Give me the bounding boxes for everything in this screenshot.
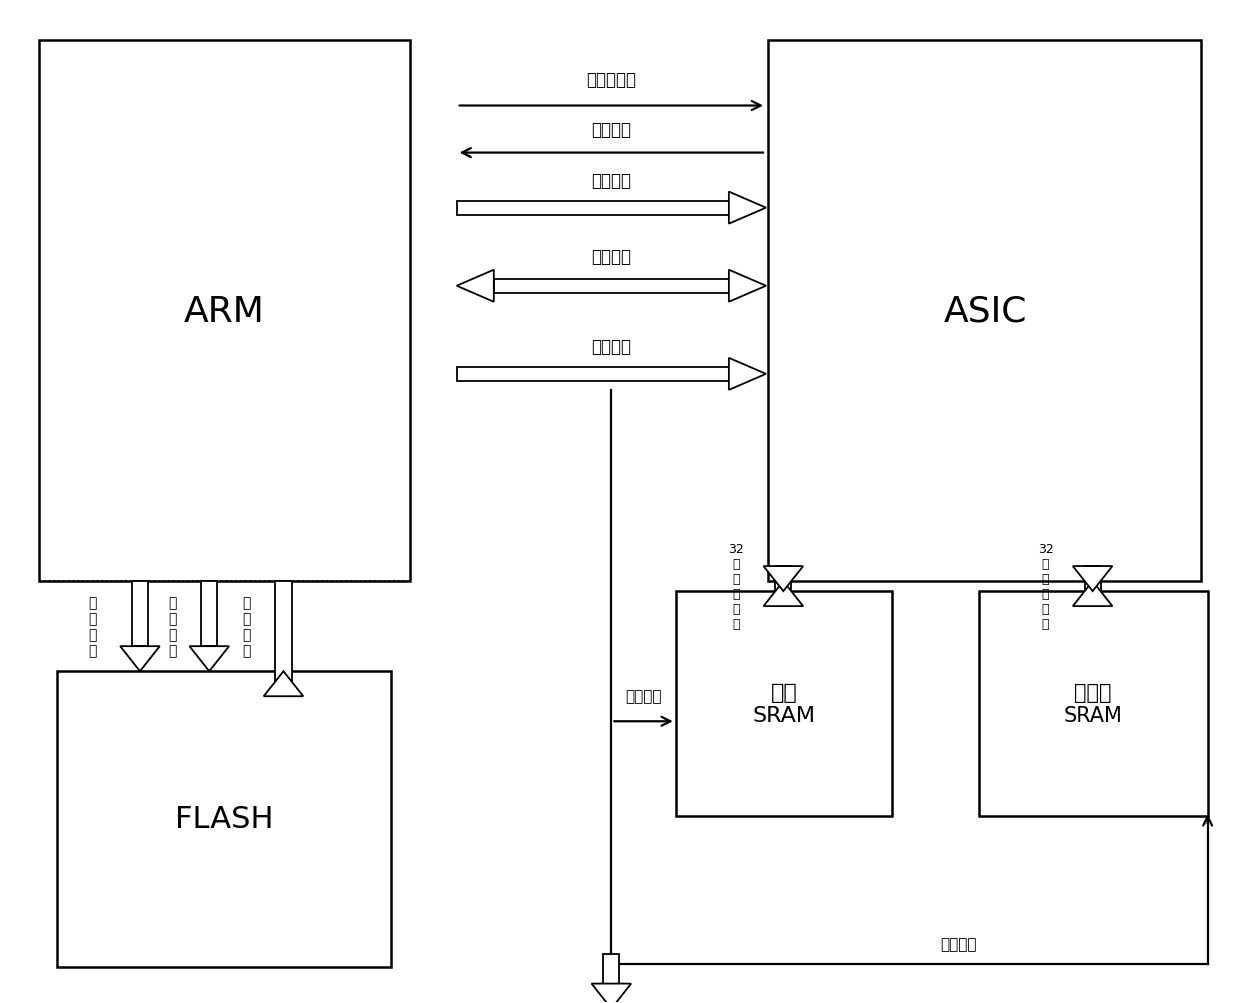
Text: 数
据
总
线: 数 据 总 线 [242,595,250,658]
Polygon shape [604,954,620,984]
Polygon shape [201,582,217,647]
Text: 地址总线: 地址总线 [625,688,662,703]
Text: ARM: ARM [184,295,264,328]
Polygon shape [120,647,160,672]
Text: 数据
SRAM: 数据 SRAM [753,682,816,725]
Polygon shape [1073,567,1112,592]
Polygon shape [764,567,804,592]
Polygon shape [494,280,729,294]
Polygon shape [1073,582,1112,607]
Polygon shape [729,193,766,225]
Polygon shape [775,567,791,607]
Polygon shape [591,984,631,1003]
Text: 地址总线: 地址总线 [591,337,631,355]
Bar [38,41,409,582]
Polygon shape [1085,567,1101,607]
Text: 看门狗信号: 看门狗信号 [587,71,636,89]
Polygon shape [729,271,766,303]
Text: 控制信号: 控制信号 [591,172,631,190]
Text: FLASH: FLASH [175,804,273,833]
Polygon shape [729,358,766,390]
Text: 地址总线: 地址总线 [941,936,977,951]
Text: ASIC: ASIC [944,295,1027,328]
Polygon shape [456,271,494,303]
Bar [978,592,1208,816]
Polygon shape [456,202,729,216]
Polygon shape [131,582,148,647]
Polygon shape [764,582,804,607]
Polygon shape [275,582,291,696]
Text: 地
址
总
线: 地 址 总 线 [167,595,176,658]
Text: 校验码
SRAM: 校验码 SRAM [1064,682,1122,725]
Polygon shape [456,367,729,381]
Bar [57,672,391,967]
Text: 控
制
信
号: 控 制 信 号 [89,595,97,658]
Bar [769,41,1202,582]
Bar [676,592,893,816]
Text: 中断信号: 中断信号 [591,120,631,138]
Polygon shape [190,647,229,672]
Text: 32
位
数
据
总
线: 32 位 数 据 总 线 [1038,543,1054,631]
Text: 数据总线: 数据总线 [591,248,631,266]
Text: 32
位
数
据
总
线: 32 位 数 据 总 线 [728,543,744,631]
Polygon shape [264,672,304,696]
